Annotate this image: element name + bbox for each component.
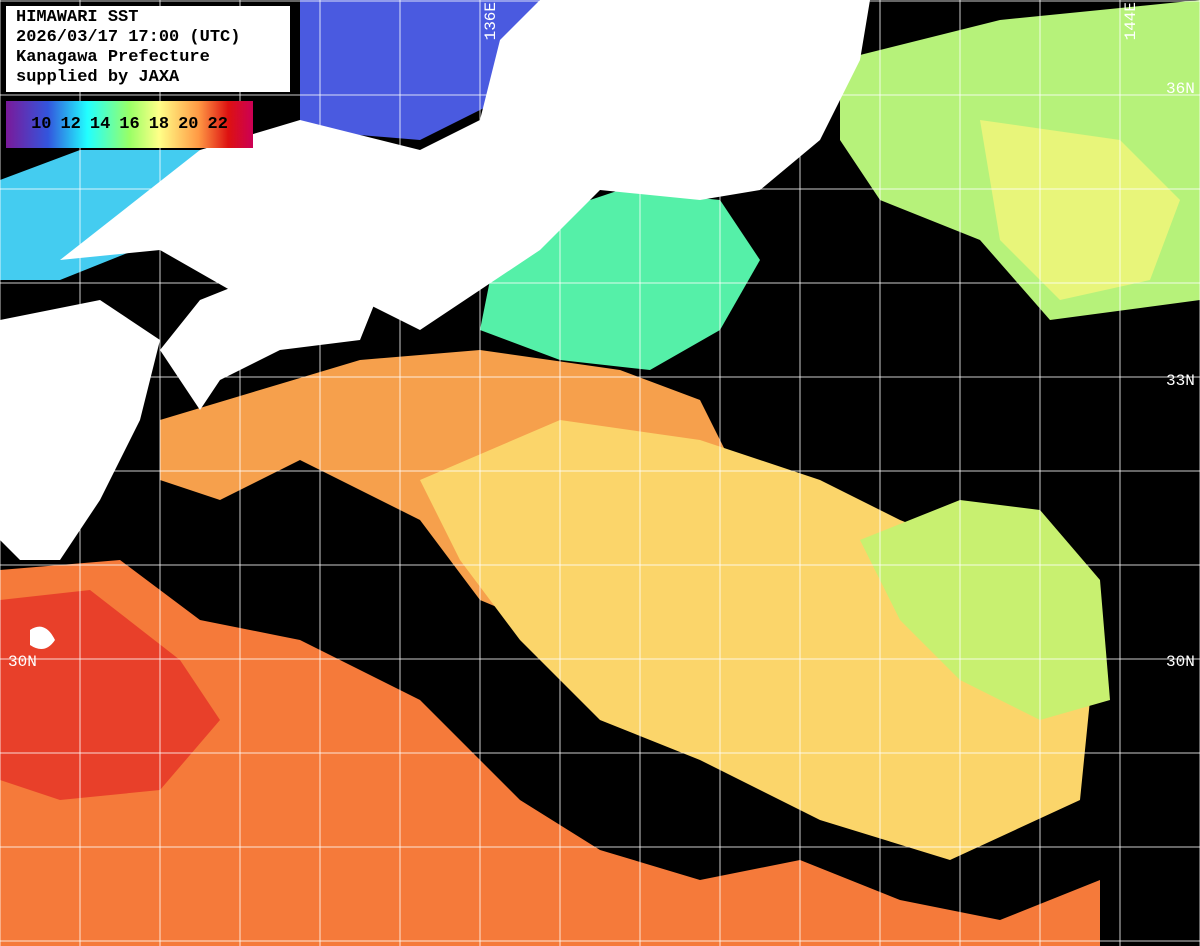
legend-value: 20: [178, 115, 199, 134]
legend-colorbar: [6, 101, 253, 148]
latitude-label-cut: 33: [8, 372, 28, 390]
longitude-label: 144E: [1122, 2, 1140, 41]
latitude-label: 36N: [1166, 80, 1195, 98]
water-yellow-northeast: [980, 120, 1180, 300]
legend-value: 12: [60, 115, 81, 134]
map-credit: supplied by JAXA: [16, 68, 180, 87]
water-orange-southwest: [0, 560, 1100, 946]
land-honshu: [60, 0, 870, 330]
legend-value: 18: [148, 115, 170, 134]
water-yellow-central: [420, 420, 1100, 860]
water-red-southwest: [0, 590, 220, 800]
map-title: HIMAWARI SST: [16, 8, 139, 27]
temperature-legend: 10 12 14 16 18 20 22: [6, 101, 253, 148]
legend-value: 16: [119, 115, 140, 134]
map-region: Kanagawa Prefecture: [16, 48, 210, 67]
legend-value: 22: [207, 115, 228, 134]
water-green-east: [860, 500, 1110, 720]
land-island: [30, 626, 55, 649]
legend-value: 14: [89, 115, 111, 134]
latitude-label: 33N: [1166, 372, 1195, 390]
latitude-label: 30N: [1166, 653, 1195, 671]
land-shikoku: [160, 260, 380, 410]
water-blue-north: [300, 0, 560, 140]
longitude-label: 136E: [482, 2, 500, 41]
info-box: HIMAWARI SST 2026/03/17 17:00 (UTC) Kana…: [6, 6, 290, 92]
map-datetime: 2026/03/17 17:00 (UTC): [16, 28, 241, 47]
legend-value: 10: [31, 115, 52, 134]
latitude-label: 30N: [8, 653, 37, 671]
water-cyan-west: [0, 150, 200, 280]
